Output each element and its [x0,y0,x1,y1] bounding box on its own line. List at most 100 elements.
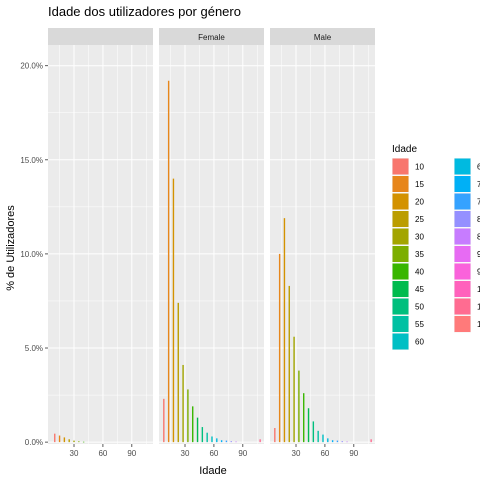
legend-swatch [454,263,471,280]
legend-swatch [454,176,471,192]
legend-label: 65 [477,163,480,172]
bar [288,285,290,443]
legend-swatch [392,211,409,227]
legend-label: 95 [477,268,480,277]
bar [196,417,199,443]
bar [370,439,372,443]
facet-strip [48,28,153,45]
bar [303,393,305,443]
legend-label: 105 [477,303,480,312]
bar [322,434,324,443]
bar [68,439,70,443]
bar [192,406,194,443]
y-tick-label: 20.0% [20,62,43,71]
legend-label: 20 [415,198,424,207]
legend-swatch [454,158,471,175]
bar [331,440,334,443]
legend-swatch [454,211,471,227]
legend-swatch [392,333,409,350]
bar [283,218,286,443]
bar [78,441,80,443]
bar [172,178,175,443]
bar [235,441,237,443]
legend-swatch [392,158,409,175]
facet-panels: 30 60 90 Female 30 60 90 Male 30 60 90 [48,28,375,458]
legend-label: 10 [415,163,424,172]
bar [225,440,228,443]
bar [336,440,339,443]
legend: Idade 10 15 20 25 30 35 40 45 50 55 60 65 70 75 80 85 90… [392,144,480,350]
legend-swatch [392,263,409,280]
bar [307,408,310,443]
legend-swatch [454,281,471,297]
x-tick-label: 60 [209,449,218,458]
x-tick-label: 30 [292,449,301,458]
legend-swatch [392,298,409,315]
bar [312,421,315,443]
bar [182,364,184,443]
facet-strip-label: Female [198,33,225,42]
x-tick-label: 90 [127,449,136,458]
chart-title: Idade dos utilizadores por género [48,4,241,19]
bar [216,438,218,443]
legend-swatch [454,298,471,315]
x-tick-label: 30 [181,449,190,458]
legend-label: 80 [477,215,480,224]
legend-swatch [454,316,471,332]
bar [211,436,213,443]
bar [187,389,189,443]
legend-label: 100 [477,285,480,294]
bar [63,437,66,443]
legend-label: 40 [415,268,424,277]
facet-panel: Male 30 60 90 [270,28,375,458]
legend-label: 75 [477,198,480,207]
facet-panel: Female 30 60 90 [159,28,264,458]
legend-label: 30 [415,233,424,242]
panel-background [48,45,153,444]
y-tick-label: 15.0% [20,156,43,165]
x-tick-label: 90 [349,449,358,458]
y-axis-title: % de Utilizadores [5,205,17,291]
bar [82,441,85,443]
bar [341,441,343,443]
bar [274,428,276,443]
bar [163,398,165,443]
legend-label: 90 [477,250,480,259]
bar [298,370,300,443]
legend-label: 45 [415,285,424,294]
y-axis: 0.0% 5.0% 10.0% 15.0% 20.0% [20,62,48,447]
x-axis-title: Idade [199,465,227,477]
legend-swatch [392,228,409,245]
legend-swatch [392,316,409,332]
legend-label: 50 [415,303,424,312]
facet-strip-label: Male [314,33,332,42]
y-tick-label: 5.0% [25,344,43,353]
x-tick-label: 90 [238,449,247,458]
legend-label: 35 [415,250,424,259]
legend-label: 85 [477,233,480,242]
bar [230,441,232,443]
legend-label: 25 [415,215,424,224]
legend-swatch [392,176,409,192]
legend-title: Idade [392,144,417,155]
legend-swatch [454,193,471,210]
bar [167,80,170,443]
bar [206,432,208,443]
bar [54,433,56,443]
x-tick-label: 60 [320,449,329,458]
bar [58,435,61,443]
bar [177,302,179,443]
x-tick-label: 60 [98,449,107,458]
x-tick-label: 30 [70,449,79,458]
panel-background [159,45,264,444]
bar [278,253,281,443]
legend-swatch [454,228,471,245]
bar [220,440,223,443]
facet-panel: 30 60 90 [48,28,153,458]
legend-label: 15 [415,180,424,189]
bar [317,430,319,443]
legend-label: 70 [477,180,480,189]
legend-label: 60 [415,338,424,347]
bar [346,441,348,443]
